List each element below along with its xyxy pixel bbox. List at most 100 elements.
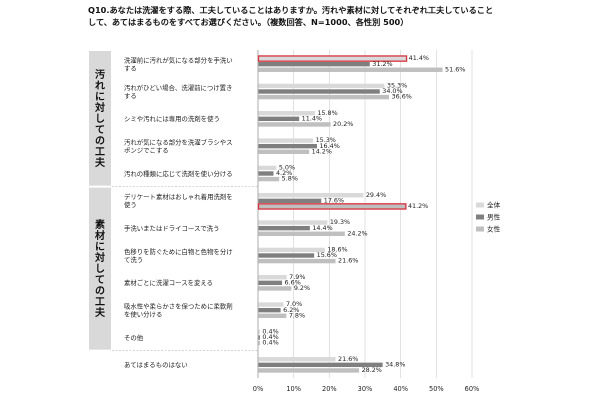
bar-female [258,149,310,154]
category-label: 汚れが気になる部分を洗濯ブラシやスポンジでこする [124,137,233,154]
bar-male [258,225,310,231]
data-label: 6.6% [285,278,301,286]
data-label: 34.8% [385,360,405,368]
bar-female [258,286,292,291]
data-label: 9.2% [294,284,310,292]
data-label: 15.6% [317,251,337,259]
bar-all [258,56,407,61]
data-label: 29.4% [366,191,386,199]
category-label: あてはまるものはない [124,361,188,369]
bar-all [258,111,315,116]
bar-female [258,122,331,127]
bar-all [258,357,336,362]
category-label: シミや汚れには専用の洗剤を使う [124,114,220,123]
bar-all [258,220,328,225]
bar-female [258,258,336,264]
data-label: 51.6% [445,65,465,73]
legend-swatch [476,226,484,232]
group-label: 汚れに対しての工夫 [94,68,106,169]
data-label: 20.2% [333,120,353,128]
category-label: 汚れがひどい場合、洗濯前につけ置きする [124,83,232,100]
bar-male [258,280,283,286]
data-label: 41.2% [408,202,428,210]
data-label: 6.2% [283,306,299,314]
x-tick-label: 10% [286,385,301,393]
bar-male [258,335,260,340]
chart-title-line-2: して、あてはまるものをすべてお選びください。（複数回答、N=1000、各性別 5… [88,17,409,27]
data-label: 36.6% [392,93,412,101]
bar-male [258,143,317,149]
legend-swatch [476,214,484,220]
data-label: 16.4% [319,142,339,150]
category-label: 素材ごとに洗濯コースを変える [124,278,213,287]
bar-male [258,116,300,122]
x-tick-label: 60% [465,385,480,393]
category-label: 洗濯前に汚れが気になる部分を手洗いする [124,55,233,72]
data-label: 5.8% [282,175,298,183]
data-label: 4.2% [276,169,292,177]
category-label: 汚れの種類に応じて洗剤を使い分ける [124,169,233,178]
bar-all [258,138,314,143]
category-label: デリケート素材はおしゃれ着用洗剤を使う [124,192,233,209]
data-label: 11.4% [302,114,322,122]
category-label: 色移りを防ぐために白物と色物を分けて洗う [124,247,233,264]
bar-female [258,94,390,100]
group-box [89,51,111,186]
data-label: 15.3% [316,136,336,144]
bar-male [258,362,383,368]
x-tick-label: 30% [358,385,373,393]
bar-male [258,89,380,94]
highlight-box [257,203,407,210]
data-label: 17.6% [324,196,344,204]
bar-all [258,302,284,307]
highlight-box [257,55,408,62]
bar-female [258,313,287,318]
data-label: 31.2% [372,60,392,68]
data-label: 0.4% [262,328,278,336]
bar-male [258,61,370,67]
legend-swatch [476,202,484,208]
category-label: その他 [124,333,144,342]
data-label: 41.4% [409,54,429,62]
legend-label: 全体 [487,201,501,210]
bar-all [258,83,385,89]
bar-female [258,368,360,373]
data-label: 24.2% [347,229,367,237]
data-label: 35.3% [387,82,407,90]
bar-male [258,307,281,313]
data-label: 15.8% [317,109,337,117]
legend-label: 女性 [487,225,501,234]
chart-title: Q10.あなたは洗濯をする際、工夫していることはありますか。汚れや素材に対してそ… [88,4,588,28]
data-label: 28.2% [362,366,382,374]
bar-female [258,67,443,72]
chart-title-line-1: Q10.あなたは洗濯をする際、工夫していることはありますか。汚れや素材に対してそ… [88,5,494,15]
category-label: 手洗いまたはドライコースで洗う [124,223,220,232]
bar-all [258,165,277,171]
data-label: 21.6% [338,355,358,363]
bar-male [258,171,274,176]
data-label: 14.4% [312,224,332,232]
x-tick-label: 40% [393,385,408,393]
data-label: 18.6% [327,246,347,254]
category-label: 吸水性や柔らかさを保つために柔軟剤を使い分ける [124,301,233,318]
data-label: 5.0% [279,164,295,172]
group-box [89,187,111,350]
data-label: 7.9% [289,273,305,281]
bar-all [258,247,325,253]
data-label: 0.4% [262,339,278,347]
data-label: 21.6% [338,257,358,265]
bar-male [258,253,315,258]
data-label: 34.0% [382,87,402,95]
bar-all [258,193,364,198]
x-tick-label: 50% [429,385,444,393]
bar-male [258,198,322,204]
legend-label: 男性 [487,213,501,222]
group-label: 素材に対しての工夫 [94,218,106,319]
bar-female [258,231,345,236]
bar-all [258,329,260,335]
bar-female [258,176,280,182]
data-label: 19.3% [330,218,350,226]
bar-all [258,275,287,280]
